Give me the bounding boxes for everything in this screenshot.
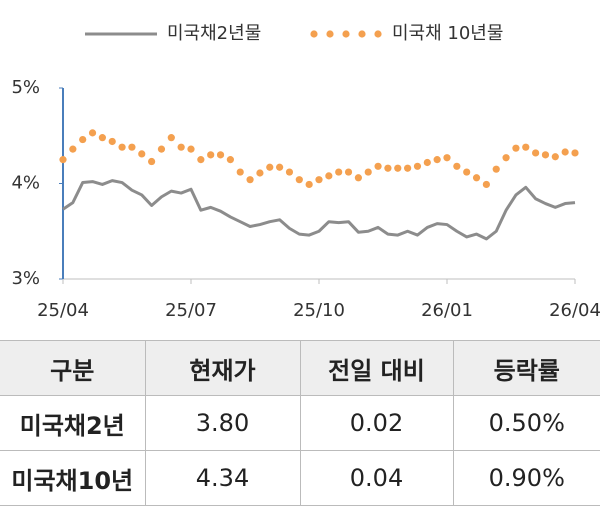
data-dot (207, 151, 215, 159)
data-dot (216, 151, 225, 159)
header-cell: 등락률 (452, 340, 600, 396)
header-cell: 전일 대비 (299, 340, 454, 396)
table-row: 미국채10년 4.34 0.04 0.90% (0, 450, 600, 506)
data-dot (354, 174, 362, 182)
data-dot (148, 157, 156, 166)
data-dot (561, 148, 569, 156)
data-dot (423, 158, 431, 167)
summary-table: 구분 현재가 전일 대비 등락률 미국채2년 3.80 0.02 0.50% 미… (0, 340, 600, 506)
data-dot (551, 153, 559, 161)
legend-label: 미국채2년물 (167, 23, 261, 44)
data-dot (266, 163, 274, 171)
header-row: 구분 현재가 전일 대비 등락률 (0, 340, 600, 396)
table-row: 미국채2년 3.80 0.02 0.50% (0, 395, 600, 451)
table-cell: 0.50% (452, 395, 600, 451)
data-dot (187, 145, 195, 153)
data-dot (463, 168, 471, 176)
data-dot (197, 156, 205, 164)
legend-marker (342, 30, 350, 38)
data-dot (344, 168, 353, 176)
x-tick-label: 25/04 (37, 300, 89, 321)
data-dot (384, 164, 392, 172)
data-dot (305, 180, 313, 189)
data-dot (482, 180, 490, 189)
data-dot (571, 149, 579, 157)
table-cell: 4.34 (144, 450, 301, 506)
data-dot (276, 163, 284, 171)
table-cell: 0.04 (299, 450, 454, 506)
data-dot (394, 164, 402, 172)
chart: 3% 4% 5% 25/04 25/07 25/10 26/01 26/04 미국채2년물 미국채… (11, 23, 600, 321)
data-dot (413, 162, 422, 170)
data-dot (256, 169, 264, 177)
header-cell: 현재가 (144, 340, 301, 396)
data-dot (472, 174, 481, 182)
data-dot (335, 168, 343, 176)
data-dot (108, 137, 116, 146)
data-dot (128, 143, 136, 151)
row-label: 미국채2년 (0, 395, 146, 451)
row-label: 미국채10년 (0, 450, 146, 506)
data-dot (69, 145, 77, 153)
data-dot (433, 156, 441, 164)
data-dot (246, 176, 254, 184)
data-dot (295, 176, 303, 184)
data-dot (285, 168, 294, 176)
data-line (62, 179, 576, 241)
data-dot (98, 134, 106, 142)
data-dot (541, 151, 550, 159)
x-tick-label: 26/01 (421, 300, 473, 321)
table-cell: 3.80 (144, 395, 301, 451)
data-dot (532, 149, 540, 157)
data-dot (177, 143, 185, 151)
legend-label: 미국채 10년물 (392, 23, 503, 44)
legend-marker (358, 30, 366, 38)
data-dot (79, 135, 87, 144)
data-dot (502, 154, 510, 162)
data-dot (236, 168, 244, 176)
data-dot (138, 150, 146, 158)
header-cell: 구분 (0, 340, 146, 396)
x-tick-label: 25/07 (165, 300, 217, 321)
data-dot (404, 164, 412, 172)
data-dot (167, 134, 175, 142)
data-dot (453, 162, 461, 170)
data-dot (118, 143, 126, 151)
x-tick-label: 26/04 (549, 300, 600, 321)
table-cell: 0.02 (299, 395, 454, 451)
legend-marker (374, 30, 382, 38)
data-dot (374, 162, 382, 170)
data-dot (226, 156, 234, 164)
data-dot (325, 172, 333, 180)
data-dot (88, 129, 97, 137)
data-dot (492, 165, 500, 173)
data-dot (522, 143, 530, 151)
data-dot (157, 145, 166, 153)
y-tick-label: 3% (11, 268, 40, 289)
table-cell: 0.90% (452, 450, 600, 506)
data-dot (364, 168, 372, 176)
y-tick-label: 5% (11, 77, 40, 98)
data-dot (443, 154, 451, 162)
data-dot (512, 144, 520, 152)
legend-marker (326, 30, 334, 38)
x-tick-label: 25/10 (293, 300, 345, 321)
data-dot (315, 176, 323, 184)
y-tick-label: 4% (11, 173, 40, 194)
legend-marker (310, 30, 318, 38)
data-dot (59, 156, 67, 164)
